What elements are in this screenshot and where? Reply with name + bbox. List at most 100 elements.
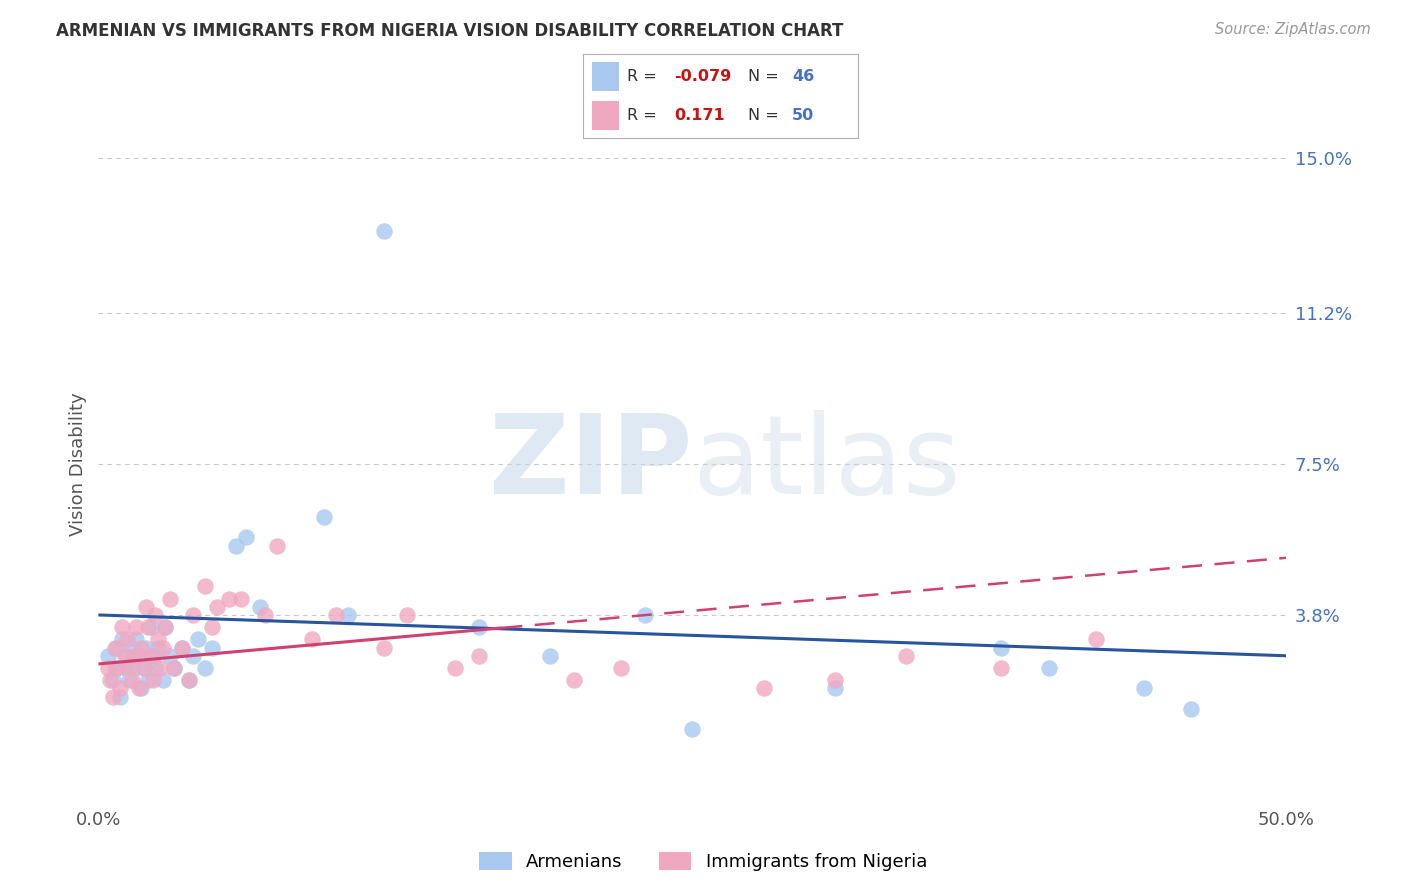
Point [253, 607, 276, 622]
Point [114, 661, 136, 675]
Point [111, 620, 134, 634]
Point [1038, 661, 1060, 675]
Point [152, 640, 174, 655]
Point [135, 640, 157, 655]
Point [396, 607, 419, 622]
Point [98, 673, 121, 688]
Point [752, 681, 775, 696]
Point [111, 632, 134, 647]
Point [187, 632, 209, 647]
Point [207, 599, 229, 614]
Point [314, 510, 336, 524]
Point [145, 607, 167, 622]
Text: N =: N = [748, 69, 785, 84]
Point [114, 648, 136, 663]
Point [538, 648, 561, 663]
Point [152, 673, 174, 688]
Point [142, 648, 165, 663]
Point [163, 661, 186, 675]
Point [159, 591, 181, 606]
Text: atlas: atlas [693, 410, 960, 517]
Point [118, 661, 141, 675]
Point [115, 648, 138, 663]
Point [1180, 702, 1202, 716]
Point [128, 648, 150, 663]
Point [107, 661, 129, 675]
Point [129, 681, 152, 696]
Point [177, 673, 200, 688]
Point [325, 607, 347, 622]
Point [108, 690, 131, 704]
Point [163, 661, 186, 675]
Text: 50: 50 [792, 108, 814, 123]
Point [235, 530, 257, 544]
Point [201, 620, 224, 634]
Point [373, 640, 395, 655]
Text: R =: R = [627, 108, 662, 123]
Point [562, 673, 585, 688]
Point [132, 661, 155, 675]
Point [170, 640, 193, 655]
Point [122, 661, 145, 675]
Text: -0.079: -0.079 [673, 69, 731, 84]
Point [159, 648, 181, 663]
Point [467, 648, 489, 663]
Point [201, 640, 224, 655]
Point [101, 690, 124, 704]
Point [301, 632, 323, 647]
Text: Source: ZipAtlas.com: Source: ZipAtlas.com [1215, 22, 1371, 37]
Point [139, 620, 162, 634]
Point [824, 673, 846, 688]
Point [153, 620, 176, 634]
Point [128, 681, 150, 696]
Point [249, 599, 271, 614]
Point [139, 648, 162, 663]
Point [229, 591, 252, 606]
Text: R =: R = [627, 69, 662, 84]
Point [136, 673, 159, 688]
Point [610, 661, 633, 675]
Point [467, 620, 489, 634]
Point [824, 681, 846, 696]
Point [1133, 681, 1156, 696]
Point [142, 673, 165, 688]
Point [990, 640, 1012, 655]
Point [125, 632, 148, 647]
Point [129, 640, 152, 655]
Point [170, 640, 193, 655]
Point [153, 620, 176, 634]
Text: 0.171: 0.171 [673, 108, 724, 123]
Point [97, 661, 120, 675]
Point [125, 620, 148, 634]
Point [97, 648, 120, 663]
Point [146, 632, 169, 647]
Point [194, 661, 217, 675]
Point [101, 673, 124, 688]
Point [121, 640, 143, 655]
Point [896, 648, 918, 663]
Point [990, 661, 1012, 675]
Point [682, 723, 704, 737]
Point [108, 681, 131, 696]
Point [1085, 632, 1108, 647]
Point [149, 661, 172, 675]
Point [118, 673, 141, 688]
Point [107, 640, 129, 655]
Point [145, 661, 167, 675]
Point [634, 607, 657, 622]
Text: 46: 46 [792, 69, 814, 84]
Point [444, 661, 467, 675]
Text: ARMENIAN VS IMMIGRANTS FROM NIGERIA VISION DISABILITY CORRELATION CHART: ARMENIAN VS IMMIGRANTS FROM NIGERIA VISI… [56, 22, 844, 40]
Text: ZIP: ZIP [489, 410, 693, 517]
Point [104, 640, 127, 655]
Point [136, 620, 159, 634]
Point [115, 632, 138, 647]
Point [218, 591, 240, 606]
Text: N =: N = [748, 108, 785, 123]
Point [373, 224, 395, 238]
Legend: Armenians, Immigrants from Nigeria: Armenians, Immigrants from Nigeria [472, 845, 934, 879]
Y-axis label: Vision Disability: Vision Disability [69, 392, 87, 536]
Point [177, 673, 200, 688]
Point [183, 607, 205, 622]
Point [266, 539, 288, 553]
